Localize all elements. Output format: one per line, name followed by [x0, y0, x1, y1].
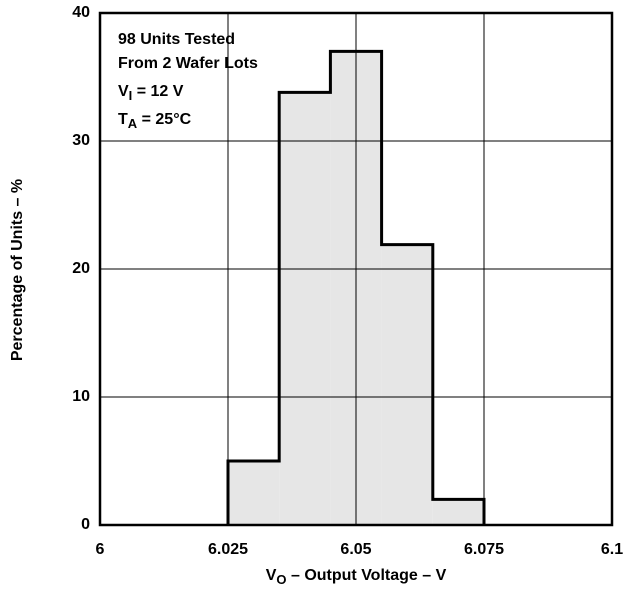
- annotation: From 2 Wafer Lots: [118, 55, 258, 72]
- plot-frame: [98, 11, 614, 527]
- x-axis-label-sub: O: [276, 572, 286, 587]
- y-tick-label: 0: [81, 516, 90, 533]
- y-tick-label: 20: [72, 260, 90, 277]
- y-tick-label: 10: [72, 388, 90, 405]
- annotation: 98 Units Tested: [118, 31, 235, 48]
- annotation: VI = 12 V: [118, 83, 184, 103]
- annotation-sub: A: [128, 116, 138, 131]
- x-tick-label: 6.075: [464, 541, 504, 558]
- annotation-sub: I: [129, 88, 133, 103]
- histogram-outline: [226, 49, 486, 525]
- annotation-main: T: [118, 111, 128, 128]
- x-tick-label: 6.025: [208, 541, 248, 558]
- annotation-main: V: [118, 83, 129, 100]
- bar: [432, 499, 484, 525]
- annotation-rest: = 12 V: [132, 83, 183, 100]
- y-axis-label: Percentage of Units – %: [9, 179, 26, 361]
- x-axis-label: VO – Output Voltage – V: [266, 567, 447, 587]
- annotation-main: From 2 Wafer Lots: [118, 55, 258, 72]
- y-tick-label: 30: [72, 132, 90, 149]
- y-tick-label: 40: [72, 4, 90, 21]
- x-axis-label-main: V: [266, 567, 277, 584]
- annotation-rest: = 25°C: [137, 111, 191, 128]
- annotation: TA = 25°C: [118, 111, 192, 131]
- x-tick-label: 6: [96, 541, 105, 558]
- x-tick-label: 6.1: [601, 541, 623, 558]
- bar: [381, 244, 433, 525]
- annotation-main: 98 Units Tested: [118, 31, 235, 48]
- bar: [228, 461, 280, 525]
- x-axis-label-rest: – Output Voltage – V: [287, 567, 447, 584]
- bar: [279, 92, 331, 526]
- x-tick-label: 6.05: [340, 541, 371, 558]
